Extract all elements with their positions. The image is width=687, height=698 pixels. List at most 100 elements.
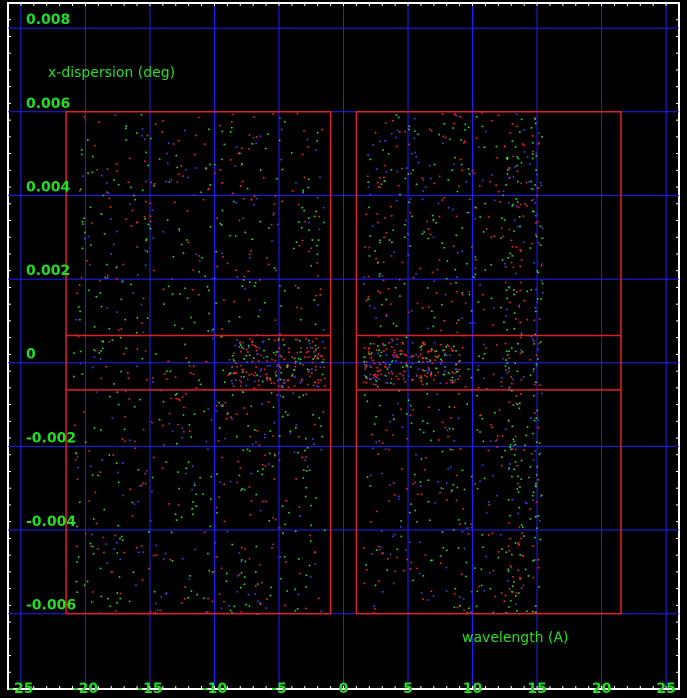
- scatter-point: [385, 314, 388, 316]
- scatter-point: [367, 296, 370, 298]
- scatter-point: [306, 347, 308, 349]
- scatter-point: [517, 491, 520, 493]
- scatter-point: [517, 541, 519, 544]
- scatter-point: [293, 247, 295, 250]
- scatter-point: [515, 592, 518, 594]
- scatter-point: [541, 237, 544, 239]
- scatter-point: [458, 368, 461, 371]
- scatter-point: [248, 134, 251, 136]
- scatter-point: [403, 569, 405, 572]
- scatter-point: [121, 438, 124, 440]
- scatter-point: [136, 316, 138, 319]
- scatter-point: [391, 241, 393, 243]
- scatter-point: [277, 379, 279, 382]
- scatter-point: [150, 137, 152, 140]
- scatter-point: [533, 343, 535, 345]
- scatter-point: [442, 349, 444, 352]
- scatter-point: [322, 361, 324, 363]
- scatter-point: [216, 512, 218, 514]
- scatter-point: [77, 335, 80, 338]
- scatter-point: [490, 423, 492, 426]
- scatter-point: [279, 354, 282, 357]
- scatter-point: [474, 217, 477, 220]
- scatter-point: [184, 129, 186, 132]
- scatter-point: [211, 329, 213, 332]
- scatter-point: [241, 546, 243, 549]
- scatter-point: [133, 406, 136, 408]
- scatter-point: [321, 435, 323, 438]
- scatter-point: [264, 436, 266, 439]
- scatter-point: [435, 367, 437, 370]
- scatter-point: [454, 268, 457, 271]
- scatter-point: [258, 444, 261, 446]
- scatter-point: [456, 290, 458, 293]
- scatter-point: [299, 351, 302, 353]
- scatter-point: [318, 228, 321, 231]
- scatter-point: [93, 326, 96, 328]
- scatter-point: [383, 236, 385, 239]
- scatter-point: [257, 315, 260, 318]
- scatter-point: [187, 176, 189, 179]
- scatter-point: [274, 373, 277, 375]
- scatter-point: [318, 417, 321, 419]
- scatter-point: [207, 407, 209, 410]
- scatter-point: [317, 353, 320, 355]
- scatter-point: [393, 418, 395, 420]
- scatter-point: [474, 206, 477, 208]
- scatter-point: [418, 541, 421, 544]
- scatter-point: [537, 426, 540, 429]
- scatter-point: [511, 347, 513, 349]
- scatter-point: [174, 376, 177, 378]
- scatter-point: [450, 348, 453, 350]
- scatter-point: [451, 350, 454, 352]
- scatter-point: [383, 350, 385, 352]
- scatter-point: [251, 360, 254, 363]
- scatter-point: [382, 591, 384, 593]
- scatter-point: [316, 253, 319, 256]
- scatter-point: [514, 350, 517, 353]
- scatter-point: [514, 272, 517, 275]
- scatter-point: [115, 266, 118, 269]
- scatter-point: [539, 452, 542, 454]
- scatter-point: [512, 585, 514, 587]
- scatter-point: [415, 273, 417, 275]
- scatter-point: [108, 341, 111, 343]
- scatter-point: [455, 474, 458, 477]
- scatter-point: [181, 327, 184, 330]
- scatter-point: [281, 200, 283, 203]
- scatter-point: [435, 350, 438, 352]
- scatter-point: [412, 579, 414, 582]
- scatter-point: [508, 467, 510, 469]
- scatter-point: [412, 355, 414, 357]
- scatter-point: [421, 369, 424, 371]
- scatter-point: [522, 526, 524, 528]
- scatter-point: [508, 367, 510, 369]
- scatter-point: [286, 366, 288, 368]
- scatter-point: [392, 414, 394, 416]
- scatter-point: [519, 486, 521, 488]
- scatter-point: [454, 587, 457, 590]
- scatter-point: [483, 377, 485, 380]
- scatter-point: [174, 201, 176, 204]
- scatter-point: [443, 123, 445, 125]
- scatter-point: [184, 343, 186, 346]
- scatter-point: [423, 231, 425, 233]
- scatter-point: [302, 394, 305, 397]
- scatter-point: [279, 333, 281, 335]
- scatter-point: [425, 369, 427, 372]
- scatter-point: [441, 303, 443, 306]
- scatter-point: [256, 430, 259, 432]
- scatter-point: [291, 356, 293, 358]
- scatter-point: [396, 170, 399, 173]
- scatter-point: [174, 324, 176, 327]
- scatter-point: [515, 198, 517, 200]
- scatter-point: [242, 198, 245, 200]
- scatter-point: [381, 303, 383, 306]
- scatter-point: [135, 584, 137, 587]
- scatter-point: [121, 280, 123, 282]
- scatter-point: [390, 169, 393, 171]
- scatter-point: [103, 233, 106, 235]
- scatter-point: [419, 428, 421, 431]
- scatter-point: [248, 558, 251, 560]
- scatter-point: [279, 117, 281, 119]
